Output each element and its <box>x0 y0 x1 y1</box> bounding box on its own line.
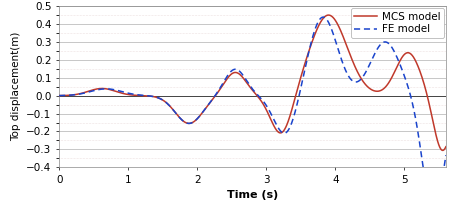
Y-axis label: Top displacement(m): Top displacement(m) <box>11 32 21 141</box>
Line: FE model: FE model <box>59 17 446 204</box>
FE model <box>443 154 449 156</box>
MCS model <box>326 14 331 16</box>
FE model <box>76 93 81 95</box>
MCS model <box>56 94 62 97</box>
MCS model <box>76 93 81 95</box>
FE model <box>320 16 326 18</box>
MCS model <box>432 128 437 131</box>
Line: MCS model: MCS model <box>59 15 446 150</box>
Legend: MCS model, FE model: MCS model, FE model <box>351 8 444 38</box>
MCS model <box>244 82 250 85</box>
FE model <box>234 68 240 71</box>
MCS model <box>440 149 445 152</box>
MCS model <box>443 145 449 148</box>
FE model <box>244 80 250 83</box>
MCS model <box>432 129 438 131</box>
MCS model <box>361 81 367 84</box>
X-axis label: Time (s): Time (s) <box>227 191 278 201</box>
FE model <box>56 94 62 97</box>
MCS model <box>234 72 240 74</box>
FE model <box>361 74 367 76</box>
